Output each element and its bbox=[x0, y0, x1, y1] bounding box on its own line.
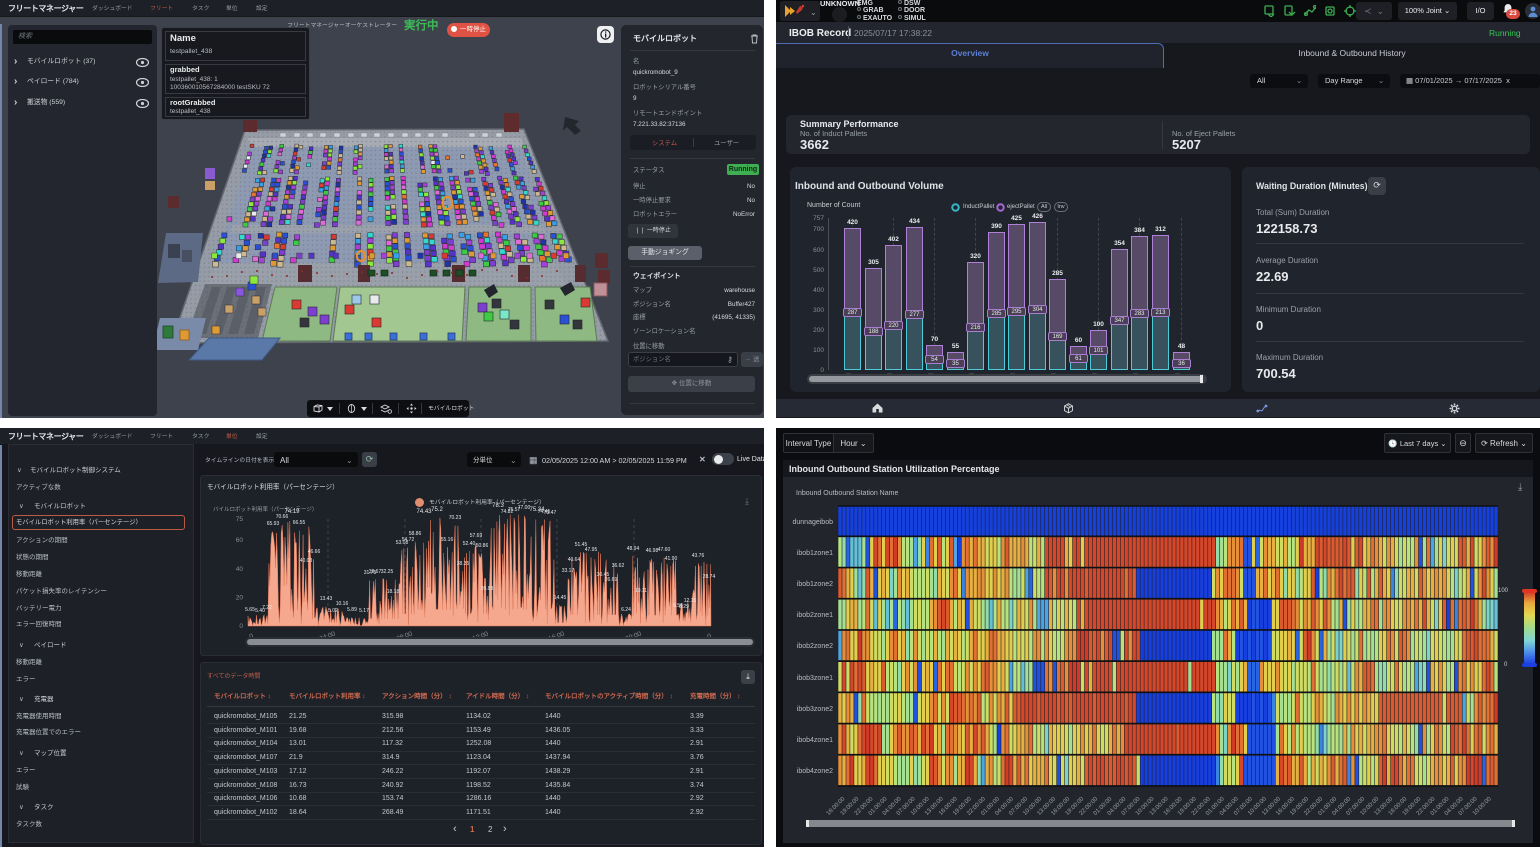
svg-text:36.62: 36.62 bbox=[612, 563, 625, 569]
svg-text:28.74: 28.74 bbox=[703, 574, 716, 580]
svg-text:32.67: 32.67 bbox=[369, 569, 382, 575]
svg-text:18.18: 18.18 bbox=[387, 589, 400, 595]
svg-text:6.24: 6.24 bbox=[621, 607, 631, 613]
svg-text:58.86: 58.86 bbox=[409, 531, 422, 537]
svg-text:75.2: 75.2 bbox=[431, 507, 443, 513]
svg-text:40: 40 bbox=[236, 566, 244, 573]
svg-text:ibob3zone2: ibob3zone2 bbox=[797, 706, 833, 713]
svg-text:12.15: 12.15 bbox=[684, 598, 697, 604]
svg-text:75: 75 bbox=[236, 516, 244, 523]
svg-text:47.95: 47.95 bbox=[585, 547, 598, 553]
svg-text:ibob1zone2: ibob1zone2 bbox=[797, 581, 833, 588]
svg-text:32.25: 32.25 bbox=[381, 569, 394, 575]
svg-text:57.69: 57.69 bbox=[470, 533, 483, 539]
svg-text:48.94: 48.94 bbox=[627, 546, 640, 552]
svg-text:40.64: 40.64 bbox=[568, 557, 581, 563]
svg-text:75.57: 75.57 bbox=[508, 507, 521, 513]
svg-text:74.82: 74.82 bbox=[501, 509, 514, 515]
svg-text:55.16: 55.16 bbox=[441, 537, 454, 543]
svg-text:30.45: 30.45 bbox=[597, 572, 610, 578]
svg-text:20.88: 20.88 bbox=[481, 586, 494, 592]
svg-text:dunnageibob: dunnageibob bbox=[793, 519, 834, 526]
svg-text:78.3: 78.3 bbox=[492, 503, 504, 509]
svg-text:13.43: 13.43 bbox=[320, 596, 333, 602]
svg-text:70.66: 70.66 bbox=[276, 514, 289, 520]
svg-text:66.55: 66.55 bbox=[293, 520, 306, 526]
svg-text:50.86: 50.86 bbox=[476, 543, 489, 549]
svg-text:51.45: 51.45 bbox=[575, 542, 588, 548]
svg-text:0: 0 bbox=[707, 633, 713, 641]
svg-text:ibob3zone1: ibob3zone1 bbox=[797, 675, 833, 682]
svg-text:ibob4zone2: ibob4zone2 bbox=[797, 768, 833, 775]
svg-text:7.22: 7.22 bbox=[262, 605, 272, 611]
svg-text:47.60: 47.60 bbox=[658, 547, 671, 553]
svg-text:73.47: 73.47 bbox=[544, 510, 557, 516]
svg-text:8.29: 8.29 bbox=[679, 604, 689, 610]
svg-text:75.34: 75.34 bbox=[529, 507, 545, 513]
svg-text:5.02: 5.02 bbox=[328, 608, 338, 614]
svg-text:33.17: 33.17 bbox=[562, 568, 575, 574]
svg-text:5.89: 5.89 bbox=[347, 607, 357, 613]
svg-text:ibob1zone1: ibob1zone1 bbox=[797, 550, 833, 557]
svg-text:10.16: 10.16 bbox=[336, 601, 349, 607]
svg-text:38.35: 38.35 bbox=[457, 561, 470, 567]
svg-text:5.17: 5.17 bbox=[359, 608, 369, 614]
svg-text:74.45: 74.45 bbox=[538, 509, 551, 515]
svg-text:19.11: 19.11 bbox=[635, 588, 647, 594]
svg-text:46.98: 46.98 bbox=[646, 548, 659, 554]
svg-text:26.69: 26.69 bbox=[605, 577, 618, 583]
svg-text:0: 0 bbox=[249, 633, 255, 641]
svg-text:41.90: 41.90 bbox=[665, 556, 678, 562]
svg-text:52.40: 52.40 bbox=[463, 541, 476, 547]
svg-text:0: 0 bbox=[239, 623, 243, 630]
svg-text:8.56: 8.56 bbox=[673, 603, 683, 609]
svg-text:5.65: 5.65 bbox=[245, 607, 255, 613]
svg-text:40.03: 40.03 bbox=[300, 558, 313, 564]
svg-text:20: 20 bbox=[236, 594, 244, 601]
svg-text:74.43: 74.43 bbox=[416, 509, 432, 515]
svg-text:54.72: 54.72 bbox=[402, 537, 415, 543]
svg-text:14.45: 14.45 bbox=[554, 595, 567, 601]
svg-text:74.19: 74.19 bbox=[284, 509, 300, 515]
svg-text:43.76: 43.76 bbox=[692, 553, 705, 559]
svg-text:ibob2zone1: ibob2zone1 bbox=[797, 612, 833, 619]
svg-text:77.00: 77.00 bbox=[518, 505, 531, 511]
svg-text:53.08: 53.08 bbox=[396, 540, 409, 546]
svg-text:ibob4zone1: ibob4zone1 bbox=[797, 737, 833, 744]
svg-text:31.75: 31.75 bbox=[364, 570, 377, 576]
svg-text:46.66: 46.66 bbox=[308, 549, 321, 555]
svg-text:5.40: 5.40 bbox=[255, 608, 265, 614]
svg-text:ibob2zone2: ibob2zone2 bbox=[797, 643, 833, 650]
svg-text:60: 60 bbox=[236, 537, 244, 544]
svg-text:70.23: 70.23 bbox=[449, 515, 462, 521]
svg-text:65.93: 65.93 bbox=[267, 521, 280, 527]
